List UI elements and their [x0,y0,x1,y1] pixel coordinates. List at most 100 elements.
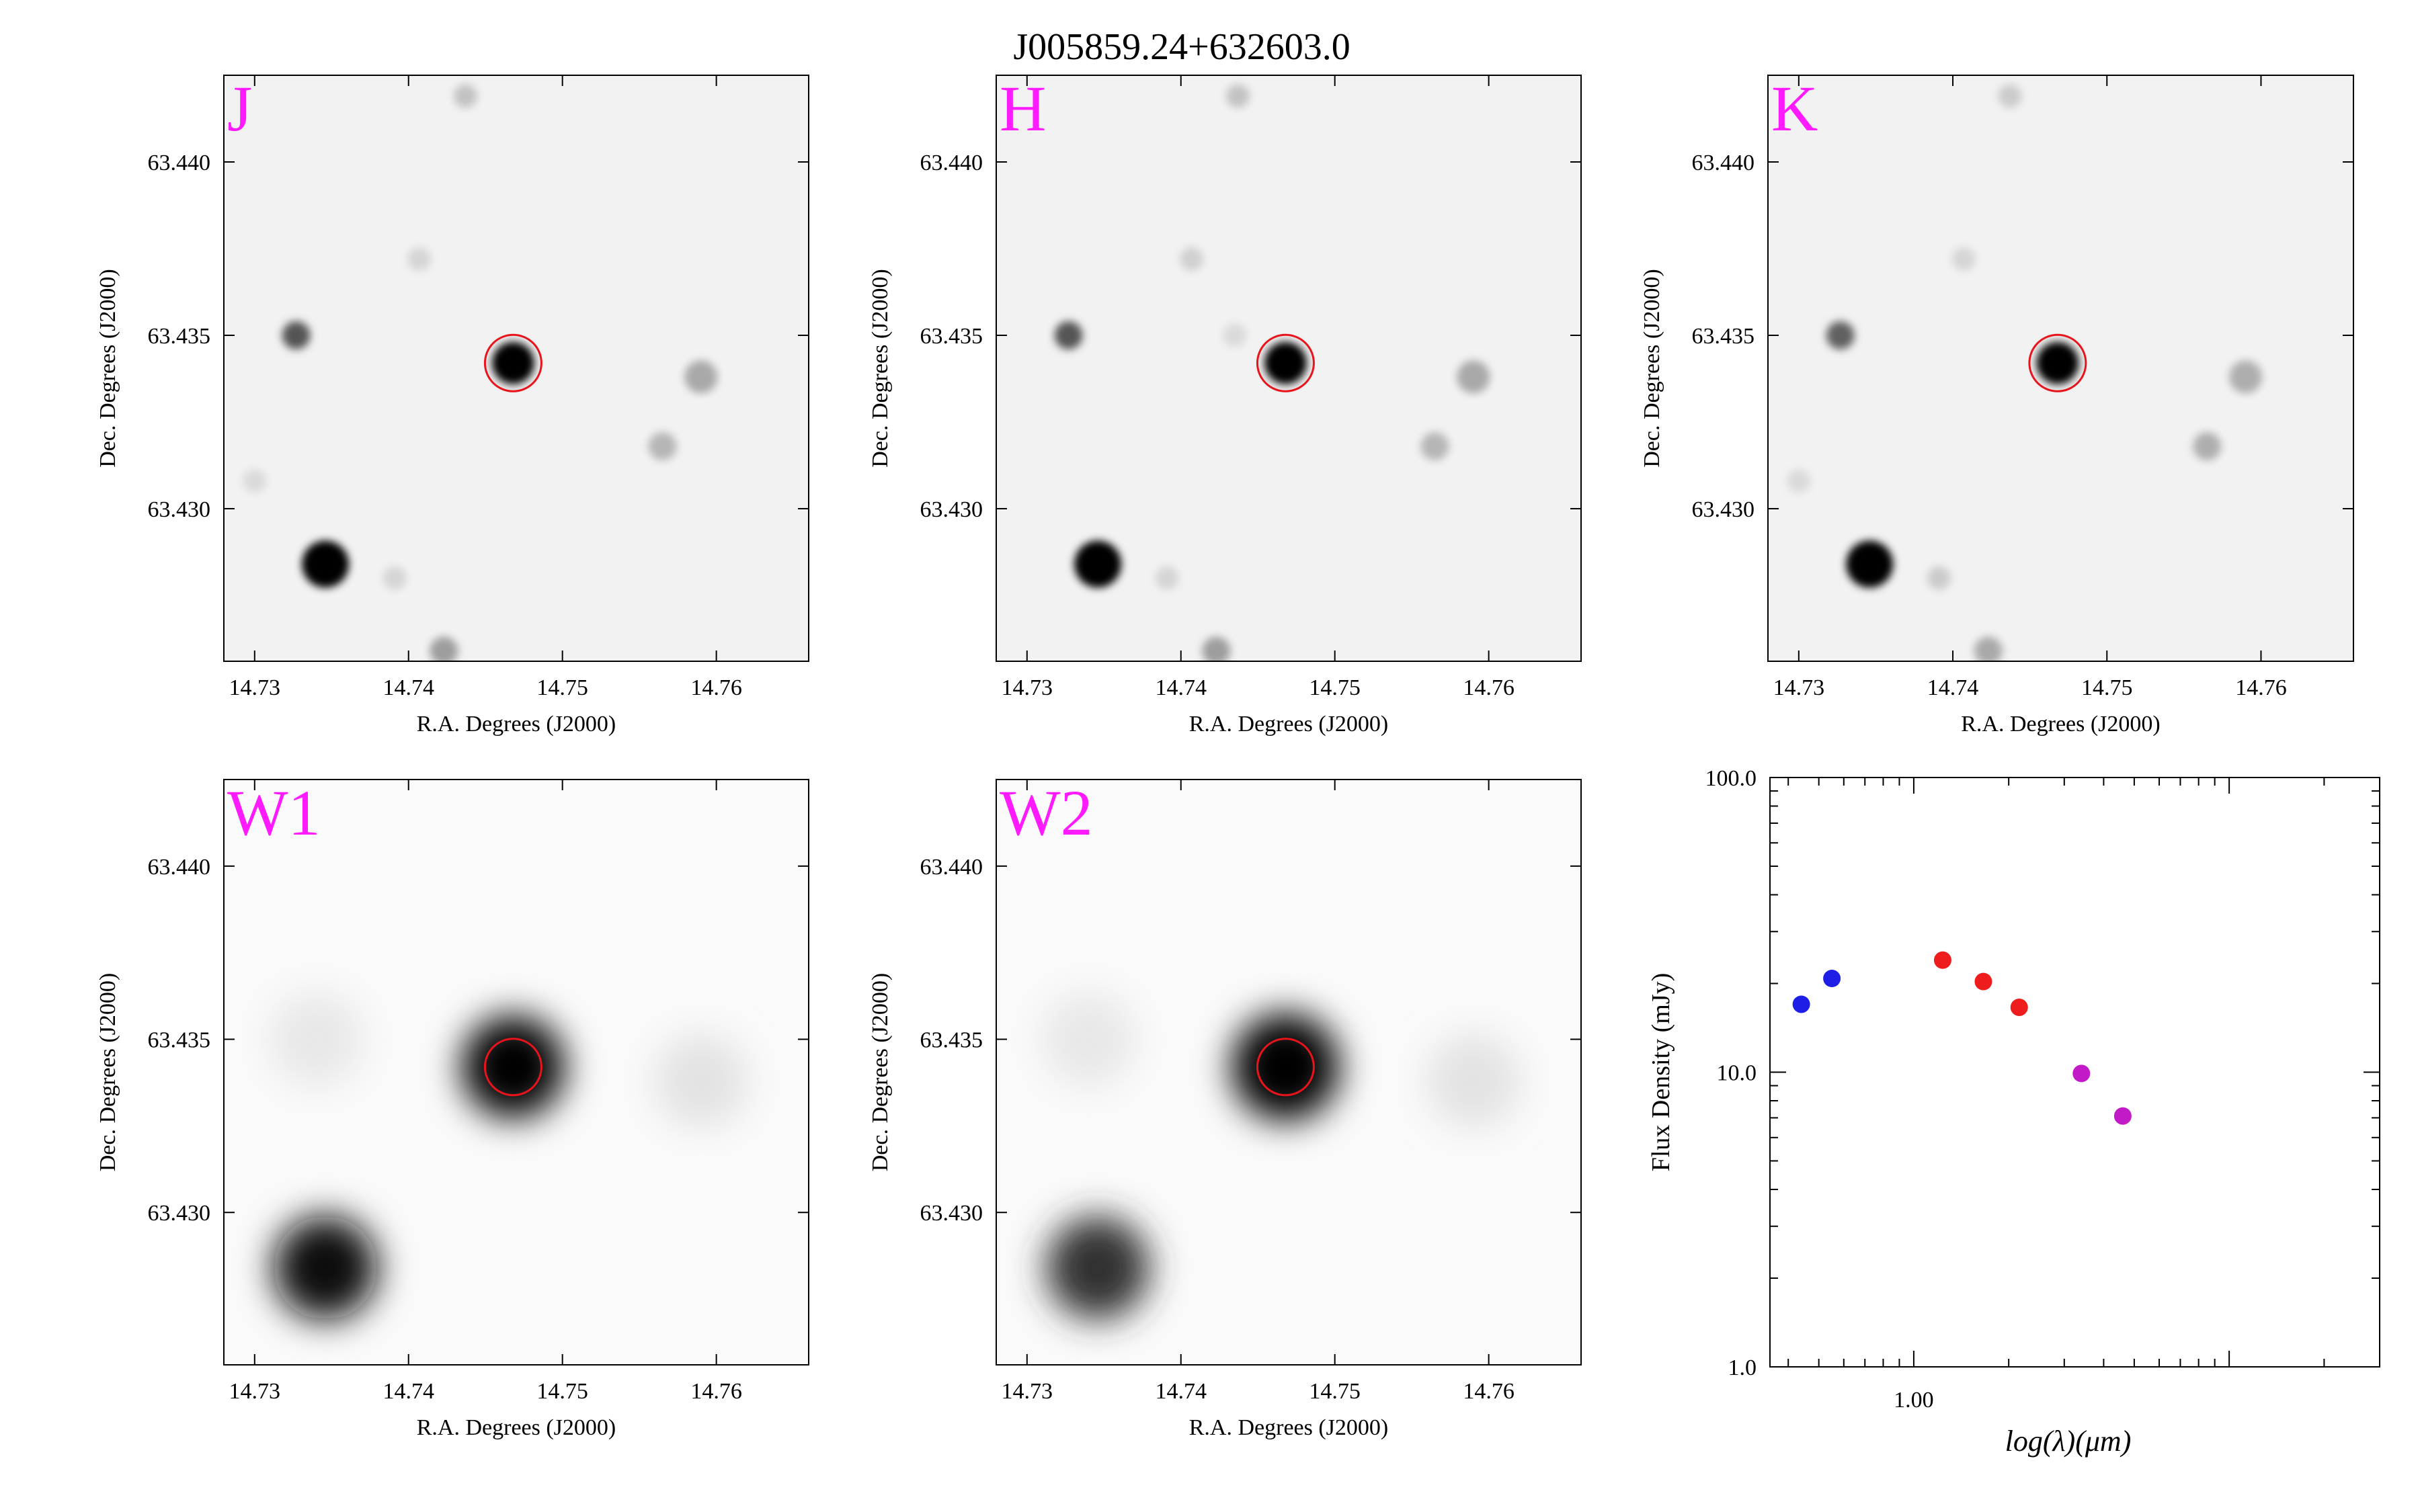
panel-w1: W1 14.73 14.74 14.75 14.76 63.430 63.435 63.440… [95,777,809,1440]
band-label: J [227,73,252,144]
x-tick-label: 14.73 [229,675,281,700]
x-tick-label: 14.73 [1002,675,1053,700]
x-tick-label: 14.73 [1773,675,1825,700]
sed-y-tick-label: 100.0 [1705,766,1757,791]
image-sources [269,992,748,1320]
source-4 [1420,432,1449,461]
y-tick-label: 63.430 [148,497,211,522]
source-7 [407,247,432,271]
x-axis-label: R.A. Degrees (J2000) [1189,1415,1389,1440]
source-1 [1074,540,1122,588]
source-5 [430,636,458,661]
y-axis-label: Dec. Degrees (J2000) [868,973,893,1172]
source-0 [461,1015,565,1119]
y-axis-label: Dec. Degrees (J2000) [95,973,120,1172]
x-tick-label: 14.74 [382,1379,434,1404]
x-axis-label: R.A. Degrees (J2000) [417,712,616,737]
source-5 [1202,636,1231,661]
y-tick-label: 63.435 [920,324,983,349]
source-4 [648,432,677,461]
panel-j: J 14.73 14.74 14.75 14.76 63.430 63.435 63.440 R… [95,73,809,737]
image-sources [1787,84,2263,661]
y-tick-label: 63.435 [148,324,211,349]
x-tick-label: 14.76 [1463,1379,1515,1404]
source-9 [243,469,267,493]
y-tick-label: 63.435 [1692,324,1755,349]
source-2 [1826,321,1855,349]
sed-point-5 [2072,1064,2091,1083]
image-sources [243,84,718,661]
source-3 [1457,360,1490,394]
source-8 [382,566,407,590]
sed-point-1 [1823,970,1841,988]
source-2 [282,321,311,349]
y-tick-label: 63.440 [920,855,983,880]
target-aperture [1256,1038,1315,1097]
source-9 [1223,323,1247,347]
panel-frame [223,779,809,1366]
sed-point-2 [1933,951,1951,969]
sed-y-axis-label: Flux Density (mJy) [1647,973,1675,1172]
y-tick-label: 63.435 [920,1028,983,1053]
source-5 [1974,636,2003,661]
y-tick-label: 63.440 [148,855,211,880]
panel-frame [1767,75,2354,662]
y-tick-label: 63.430 [1692,497,1755,522]
panel-w2: W2 14.73 14.74 14.75 14.76 63.430 63.435 63.440… [868,777,1582,1440]
x-tick-label: 14.76 [690,675,742,700]
panel-h: H 14.73 14.74 14.75 14.76 63.430 63.435 63.440 R… [868,73,1582,737]
x-axis-label: R.A. Degrees (J2000) [1189,712,1389,737]
source-8 [1927,566,1951,590]
sed-point-3 [1974,972,1992,991]
band-label: H [1000,73,1046,144]
source-6 [1225,84,1250,108]
target-aperture [483,333,542,392]
figure-title: J005859.24+632603.0 [1013,26,1350,68]
y-tick-label: 63.435 [148,1028,211,1053]
source-2 [1054,321,1083,349]
band-label: W1 [227,777,321,849]
x-tick-label: 14.74 [1927,675,1979,700]
source-9 [1787,469,1811,493]
source-7 [1951,247,1976,271]
x-tick-label: 14.75 [1309,675,1361,700]
source-6 [453,84,477,108]
sed-point-4 [2010,998,2028,1016]
x-tick-label: 14.76 [690,1379,742,1404]
x-tick-label: 14.75 [2081,675,2133,700]
source-4 [2193,432,2222,461]
x-tick-label: 14.76 [1463,675,1515,700]
source-3 [2229,360,2263,394]
y-axis-label: Dec. Degrees (J2000) [1640,269,1664,468]
y-axis-label: Dec. Degrees (J2000) [868,269,893,468]
sed-x-axis-label: log(λ)(μm) [2005,1425,2132,1458]
y-tick-label: 63.430 [148,1201,211,1226]
x-tick-label: 14.75 [536,675,588,700]
panel-frame [996,779,1582,1366]
image-sources [1054,84,1490,661]
band-label: K [1771,73,1818,144]
image-sources [1041,992,1521,1320]
x-tick-label: 14.73 [229,1379,281,1404]
panel-frame [996,75,1582,662]
x-axis-label: R.A. Degrees (J2000) [1961,712,2161,737]
y-tick-label: 63.440 [148,151,211,175]
y-tick-label: 63.430 [920,497,983,522]
source-7 [1180,247,1204,271]
source-2 [653,1034,748,1128]
y-tick-label: 63.430 [920,1201,983,1226]
source-0 [1264,341,1307,384]
x-tick-label: 14.74 [1155,1379,1207,1404]
x-tick-label: 14.75 [536,1379,588,1404]
x-tick-label: 14.74 [1155,675,1207,700]
x-tick-label: 14.75 [1309,1379,1361,1404]
sed-point-0 [1792,995,1810,1013]
source-2 [1426,1034,1521,1128]
panel-k: K 14.73 14.74 14.75 14.76 63.430 63.435 63.440 R… [1640,73,2354,737]
source-1 [1846,540,1894,588]
target-aperture [1256,333,1315,392]
sed-y-tick-label: 1.0 [1728,1355,1757,1380]
y-axis-label: Dec. Degrees (J2000) [95,269,120,468]
x-tick-label: 14.76 [2235,675,2287,700]
